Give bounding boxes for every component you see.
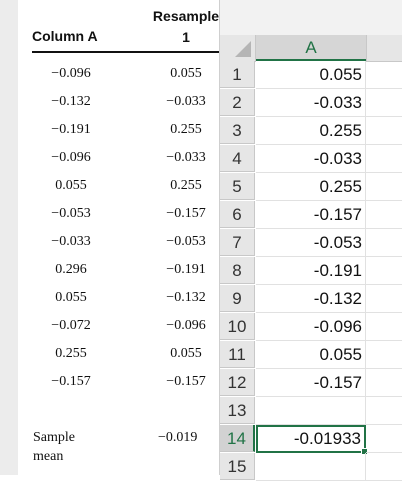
cell-a9[interactable]: -0.132 [256, 285, 366, 313]
cell-a6[interactable]: -0.157 [256, 201, 366, 229]
row-header[interactable]: 2 [220, 89, 255, 116]
row-header[interactable]: 4 [220, 145, 255, 172]
column-a-cell: −0.033 [51, 234, 91, 249]
cell-a4[interactable]: -0.033 [256, 145, 366, 173]
column-a-header: Column A [32, 28, 98, 44]
column-a-cell: −0.072 [51, 318, 91, 333]
row-header[interactable]: 5 [220, 173, 255, 200]
cell-a15[interactable] [256, 453, 366, 481]
row-header-selected[interactable]: 14 [220, 425, 255, 452]
cell-b8[interactable] [366, 257, 402, 285]
cell-b12[interactable] [366, 369, 402, 397]
cell-b6[interactable] [366, 201, 402, 229]
resample-header-line2: 1 [182, 29, 190, 45]
select-all-button[interactable] [220, 35, 256, 62]
row-header[interactable]: 7 [220, 229, 255, 256]
cell-a8[interactable]: -0.191 [256, 257, 366, 285]
cell-b13[interactable] [366, 397, 402, 425]
column-header-a[interactable]: A [256, 35, 366, 61]
row-header[interactable]: 6 [220, 201, 255, 228]
cell-a7[interactable]: -0.053 [256, 229, 366, 257]
cell-b7[interactable] [366, 229, 402, 257]
column-a-cell: −0.096 [51, 150, 91, 165]
cell-b15[interactable] [366, 453, 402, 481]
sheet-top-bar [220, 0, 402, 35]
resample-cell: −0.096 [166, 318, 206, 333]
cell-a10[interactable]: -0.096 [256, 313, 366, 341]
header-rule [32, 51, 226, 53]
cell-b14[interactable] [366, 425, 402, 453]
cell-a14-active[interactable]: -0.01933 [256, 425, 368, 455]
resample-header: Resample 1 [140, 6, 226, 48]
spreadsheet-grid[interactable]: A 1 0.055 2 -0.033 3 0.255 4 -0.033 5 0.… [219, 0, 402, 481]
sample-mean-label: Sample mean [33, 428, 75, 466]
cell-b11[interactable] [366, 341, 402, 369]
column-a-cell: 0.296 [55, 262, 87, 277]
row-header[interactable]: 15 [220, 453, 255, 480]
column-a-cell: −0.096 [51, 66, 91, 81]
resample-cell: −0.053 [166, 234, 206, 249]
resample-cell: 0.055 [170, 66, 202, 81]
resample-cell: 0.055 [170, 346, 202, 361]
fill-handle[interactable] [361, 448, 368, 455]
cell-a2[interactable]: -0.033 [256, 89, 366, 117]
resample-cell: −0.132 [166, 290, 206, 305]
cell-b5[interactable] [366, 173, 402, 201]
document-margin [0, 0, 18, 475]
row-header[interactable]: 8 [220, 257, 255, 284]
cell-a1[interactable]: 0.055 [256, 61, 366, 89]
document-panel: Column A Resample 1 −0.096 0.055 −0.132 … [0, 0, 226, 475]
cell-b9[interactable] [366, 285, 402, 313]
cell-a11[interactable]: 0.055 [256, 341, 366, 369]
row-header[interactable]: 9 [220, 285, 255, 312]
cell-b4[interactable] [366, 145, 402, 173]
column-header-next[interactable] [366, 35, 402, 62]
resample-header-line1: Resample [152, 8, 220, 24]
resample-cell: −0.033 [166, 150, 206, 165]
column-a-cell: 0.055 [55, 178, 87, 193]
column-a-cell: −0.132 [51, 94, 91, 109]
cell-b10[interactable] [366, 313, 402, 341]
cell-b3[interactable] [366, 117, 402, 145]
resample-cell: 0.255 [170, 122, 202, 137]
row-header[interactable]: 3 [220, 117, 255, 144]
sample-mean-value: −0.019 [158, 430, 198, 445]
column-a-cell: 0.255 [55, 346, 87, 361]
column-a-cell: 0.055 [55, 290, 87, 305]
cell-a5[interactable]: 0.255 [256, 173, 366, 201]
resample-cell: −0.033 [166, 94, 206, 109]
row-header[interactable]: 11 [220, 341, 255, 368]
cell-a3[interactable]: 0.255 [256, 117, 366, 145]
column-a-cell: −0.157 [51, 374, 91, 389]
sample-mean-label-line1: Sample [33, 430, 75, 445]
column-a-cell: −0.053 [51, 206, 91, 221]
cell-a13[interactable] [256, 397, 366, 425]
sample-mean-label-line2: mean [33, 449, 64, 464]
column-a-cell: −0.191 [51, 122, 91, 137]
row-header[interactable]: 13 [220, 397, 255, 424]
row-header[interactable]: 12 [220, 369, 255, 396]
cell-a12[interactable]: -0.157 [256, 369, 366, 397]
cell-b2[interactable] [366, 89, 402, 117]
row-header[interactable]: 1 [220, 61, 255, 88]
resample-cell: −0.157 [166, 374, 206, 389]
resample-cell: −0.157 [166, 206, 206, 221]
resample-cell: 0.255 [170, 178, 202, 193]
row-header[interactable]: 10 [220, 313, 255, 340]
cell-b1[interactable] [366, 61, 402, 89]
select-all-triangle-icon [235, 41, 251, 57]
resample-cell: −0.191 [166, 262, 206, 277]
active-cell-value: -0.01933 [293, 429, 361, 448]
